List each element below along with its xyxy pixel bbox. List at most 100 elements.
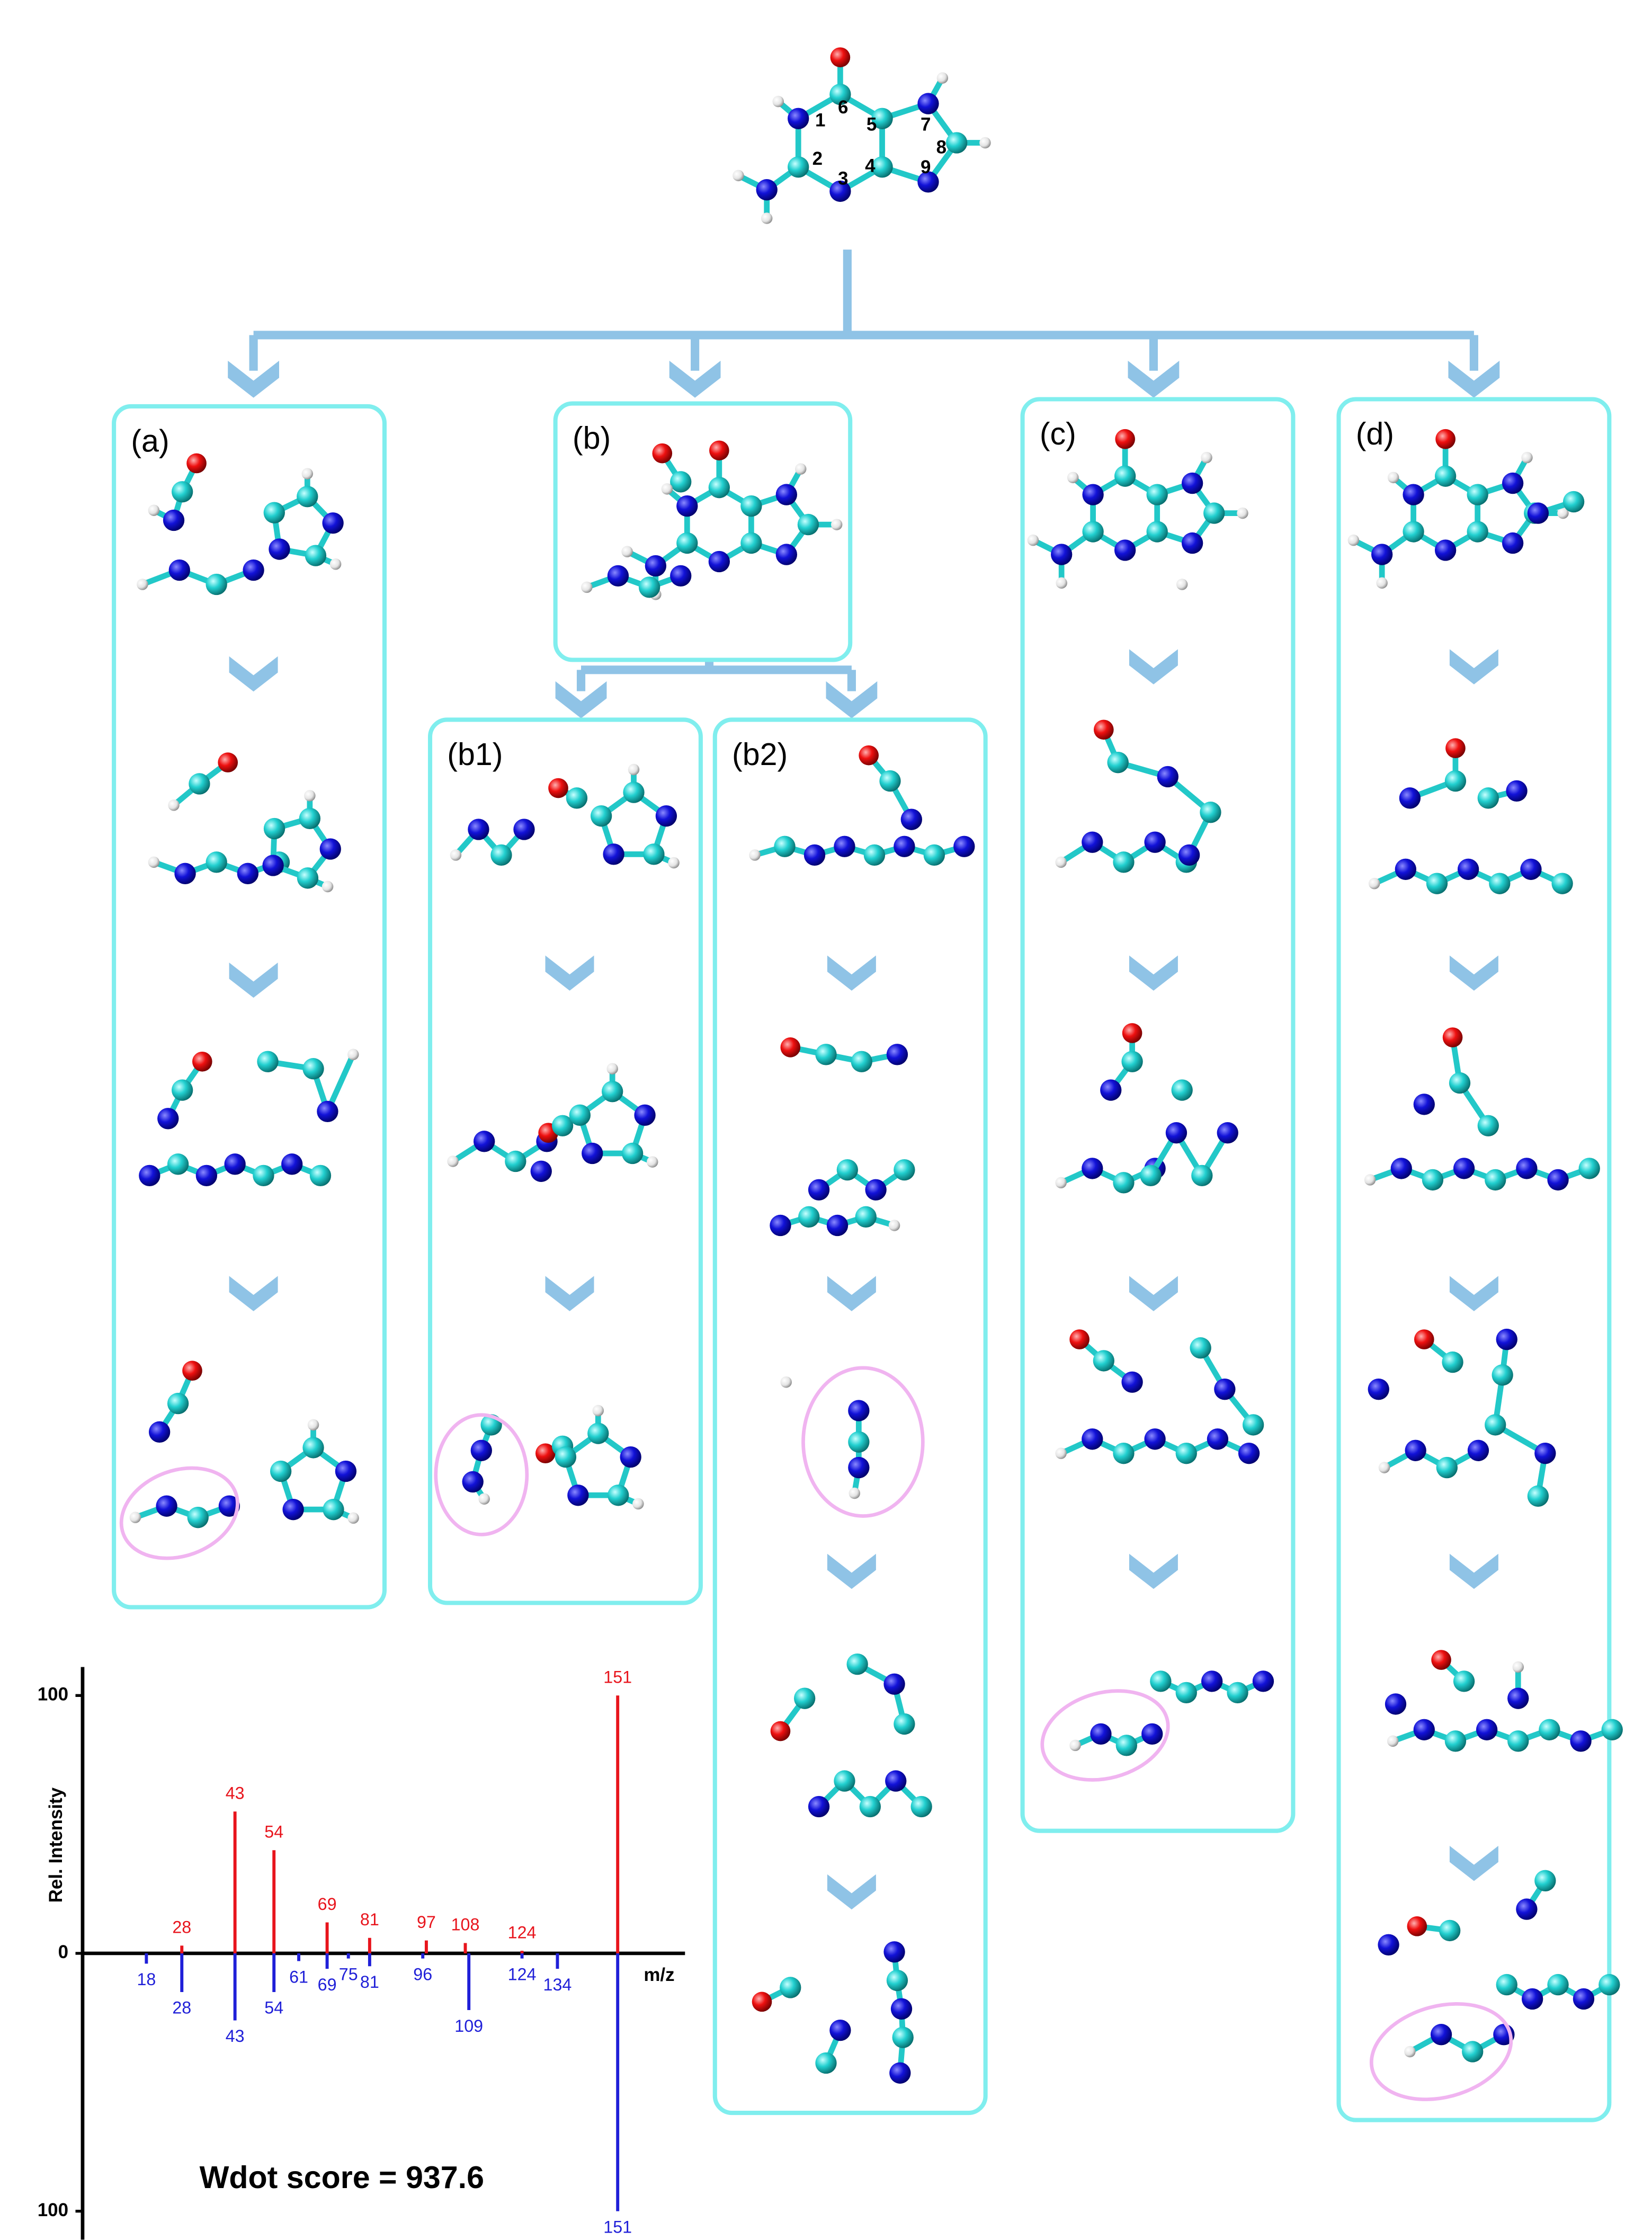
chevron: [669, 360, 721, 398]
chevron: [1449, 1276, 1498, 1311]
atom: [195, 1165, 218, 1187]
atom: [322, 512, 344, 534]
atom: [1051, 544, 1073, 565]
atom: [628, 763, 640, 776]
atom: [137, 579, 148, 590]
atom: [1082, 484, 1104, 505]
atom: [253, 1165, 274, 1187]
atom: [1144, 831, 1166, 853]
chevron: [1449, 649, 1498, 685]
atom: [859, 745, 879, 766]
atom: [468, 819, 489, 840]
atom: [788, 108, 809, 129]
atom: [1521, 451, 1533, 464]
atom: [1502, 472, 1524, 494]
atom: [863, 844, 886, 866]
chevron: [229, 656, 278, 692]
atom: [1485, 1414, 1506, 1436]
atom: [335, 1460, 357, 1482]
atom: [1477, 787, 1499, 809]
atom: [139, 1165, 160, 1187]
chevron: [1129, 1553, 1178, 1589]
atom: [883, 1941, 905, 1963]
atom: [883, 1673, 905, 1695]
peak-label: 124: [508, 1965, 537, 1984]
atom-number: 7: [921, 114, 931, 135]
atom: [752, 1992, 772, 2012]
atom: [1476, 1719, 1498, 1740]
atom: [243, 559, 264, 581]
atom: [831, 519, 843, 530]
atom: [1506, 780, 1528, 802]
atom: [478, 1493, 490, 1505]
atom: [1082, 1158, 1103, 1179]
chevron: [827, 955, 876, 991]
atom: [1150, 1670, 1172, 1692]
atom: [1122, 1023, 1142, 1043]
atom: [530, 1160, 552, 1182]
atom: [129, 1512, 141, 1523]
atom: [1489, 873, 1511, 894]
atom: [879, 770, 901, 792]
atom: [347, 1048, 359, 1061]
atom: [892, 2026, 914, 2048]
chevron: [1128, 360, 1180, 398]
peak-label: 28: [172, 1918, 191, 1937]
atom: [780, 1037, 801, 1057]
atom: [587, 1423, 609, 1444]
peak-label: 151: [603, 1668, 632, 1687]
atom: [1165, 1122, 1187, 1144]
atom: [643, 843, 665, 865]
atom: [1385, 1693, 1407, 1715]
atom: [182, 1361, 202, 1381]
chevron: [827, 1874, 876, 1910]
atom: [1368, 1379, 1389, 1400]
panel-box: [112, 404, 387, 1610]
atom: [1444, 1730, 1467, 1752]
panel-box: [553, 401, 853, 662]
atom: [329, 558, 342, 570]
atom: [323, 1498, 344, 1521]
peak-label: 109: [454, 2016, 483, 2035]
atom: [808, 1179, 830, 1201]
peak-label: 151: [603, 2217, 632, 2236]
atom: [1113, 851, 1135, 873]
atom: [171, 1079, 193, 1101]
atom: [1027, 534, 1039, 546]
atom: [655, 805, 677, 827]
atom: [302, 1058, 324, 1080]
atom: [171, 481, 193, 503]
atom: [1445, 738, 1466, 759]
peak-label: 61: [289, 1967, 308, 1986]
atom: [1534, 1870, 1556, 1891]
atom: [1502, 532, 1524, 554]
atom: [1214, 1379, 1236, 1400]
atom: [167, 1153, 189, 1175]
atom: [174, 863, 196, 885]
atom: [848, 1400, 870, 1421]
atom: [606, 1063, 618, 1074]
atom: [1146, 521, 1168, 543]
atom: [1056, 577, 1067, 589]
atom: [621, 546, 633, 557]
atom: [886, 1044, 908, 1065]
atom: [749, 849, 761, 861]
atom: [708, 477, 730, 499]
atom: [794, 1687, 816, 1709]
atom: [1431, 1650, 1451, 1670]
atom: [900, 808, 922, 830]
atom: [1378, 1462, 1390, 1473]
atom: [1467, 521, 1488, 543]
atom: [1090, 1723, 1112, 1745]
chevron: [1448, 360, 1500, 398]
atom-number: 3: [838, 168, 848, 189]
atom: [1181, 472, 1203, 494]
y-tick-label: 100: [38, 1684, 68, 1705]
panel-label: (a): [131, 423, 169, 458]
atom-number: 2: [812, 148, 823, 169]
atom: [652, 443, 673, 464]
y-axis-label: Rel. Intensity: [46, 1787, 66, 1903]
atom: [1453, 1158, 1475, 1179]
y-tick-label: 0: [58, 1942, 68, 1962]
atom: [608, 1485, 629, 1506]
